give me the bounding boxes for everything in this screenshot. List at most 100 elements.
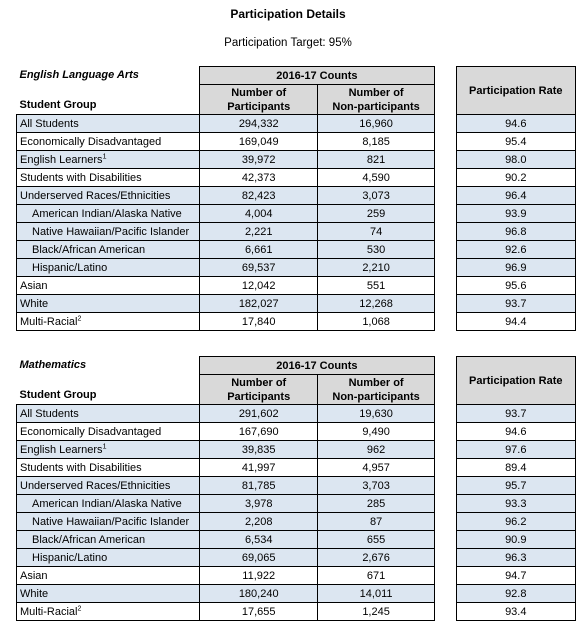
column-gap <box>434 115 456 133</box>
participants-cell: 294,332 <box>199 114 319 133</box>
table-row: Economically Disadvantaged 167,690 9,490 94… <box>15 422 576 441</box>
footnote-marker: 1 <box>102 442 107 450</box>
participation-rate-cell: 92.8 <box>455 584 576 603</box>
column-gap <box>434 277 456 295</box>
participation-rate-cell: 90.2 <box>455 168 576 187</box>
participation-rate-cell: 97.6 <box>455 440 576 459</box>
student-group-cell: Black/African American <box>15 240 201 259</box>
table-row: Multi-Racial2 17,840 1,068 94.4 <box>15 312 576 331</box>
participation-rate-cell: 95.6 <box>455 276 576 295</box>
student-group-name: Black/African American <box>32 533 146 546</box>
column-gap <box>434 375 456 405</box>
student-group-cell: Black/African American <box>15 530 201 549</box>
participation-rate-cell: 96.3 <box>455 548 576 567</box>
participants-cell: 11,922 <box>199 566 319 585</box>
table-row: Underserved Races/Ethnicities 82,423 3,073… <box>15 186 576 205</box>
participants-cell: 167,690 <box>199 422 319 441</box>
participation-rate-cell: 95.7 <box>455 476 576 495</box>
column-gap <box>434 295 456 313</box>
table-row: Multi-Racial2 17,655 1,245 93.4 <box>15 602 576 621</box>
participants-cell: 3,978 <box>199 494 319 513</box>
footnote-marker: 1 <box>102 152 107 160</box>
column-gap <box>434 495 456 513</box>
student-group-cell: English Learners1 <box>15 150 201 169</box>
participants-cell: 41,997 <box>199 458 319 477</box>
student-group-cell: Economically Disadvantaged <box>15 132 201 151</box>
column-gap <box>434 241 456 259</box>
participants-cell: 69,065 <box>199 548 319 567</box>
participants-cell: 182,027 <box>199 294 319 313</box>
participation-rate-cell: 96.2 <box>455 512 576 531</box>
student-group-name: All Students <box>20 117 79 130</box>
participants-cell: 2,221 <box>199 222 319 241</box>
student-group-cell: All Students <box>15 114 201 133</box>
table-row: Economically Disadvantaged 169,049 8,185 95… <box>15 132 576 151</box>
table-row: Black/African American 6,534 655 90.9 <box>15 530 576 549</box>
table-row: American Indian/Alaska Native 4,004 259 93.… <box>15 204 576 223</box>
participation-rate-cell: 96.9 <box>455 258 576 277</box>
participants-cell: 2,208 <box>199 512 319 531</box>
table-row: English Learners1 39,835 962 97.6 <box>15 440 576 459</box>
participants-header: Number of Participants <box>199 84 319 115</box>
column-gap <box>434 441 456 459</box>
column-gap <box>434 85 456 115</box>
table-row: Black/African American 6,661 530 92.6 <box>15 240 576 259</box>
footnote-marker: 2 <box>77 604 82 612</box>
nonparticipants-header-line: Non-participants <box>332 390 420 403</box>
student-group-cell: Underserved Races/Ethnicities <box>15 476 201 495</box>
student-group-name: American Indian/Alaska Native <box>32 207 182 220</box>
participants-cell: 82,423 <box>199 186 319 205</box>
student-group-cell: Native Hawaiian/Pacific Islander <box>15 222 201 241</box>
student-group-name: Economically Disadvantaged <box>20 135 162 148</box>
participation-rate-cell: 96.8 <box>455 222 576 241</box>
nonparticipants-cell: 12,268 <box>317 294 435 313</box>
table-row: Native Hawaiian/Pacific Islander 2,221 74 9… <box>15 222 576 241</box>
table-row: All Students 294,332 16,960 94.6 <box>15 114 576 133</box>
column-gap <box>434 357 456 375</box>
participants-cell: 42,373 <box>199 168 319 187</box>
nonparticipants-cell: 19,630 <box>317 404 435 423</box>
participants-cell: 39,972 <box>199 150 319 169</box>
student-group-name: American Indian/Alaska Native <box>32 497 182 510</box>
table-row: Underserved Races/Ethnicities 81,785 3,703… <box>15 476 576 495</box>
student-group-name: English Learners <box>20 153 103 166</box>
student-group-name: Multi-Racial <box>20 605 78 618</box>
column-gap <box>434 423 456 441</box>
participants-cell: 180,240 <box>199 584 319 603</box>
participation-target: Participation Target: 95% <box>224 37 352 49</box>
nonparticipants-cell: 4,590 <box>317 168 435 187</box>
student-group-name: Native Hawaiian/Pacific Islander <box>32 225 190 238</box>
participants-cell: 169,049 <box>199 132 319 151</box>
student-group-name: Students with Disabilities <box>20 461 142 474</box>
student-group-cell: Hispanic/Latino <box>15 258 201 277</box>
column-gap <box>434 205 456 223</box>
column-gap <box>434 513 456 531</box>
nonparticipants-header-line: Number of <box>348 86 404 99</box>
student-group-cell: Multi-Racial2 <box>15 602 201 621</box>
column-gap <box>434 603 456 621</box>
participation-rate-header: Participation Rate <box>455 356 576 405</box>
student-group-cell: American Indian/Alaska Native <box>15 204 201 223</box>
page-title: Participation Details <box>230 7 346 21</box>
participation-rate-cell: 93.4 <box>455 602 576 621</box>
participation-rate-cell: 89.4 <box>455 458 576 477</box>
student-group-name: Asian <box>20 279 48 292</box>
participation-rate-cell: 95.4 <box>455 132 576 151</box>
nonparticipants-cell: 2,676 <box>317 548 435 567</box>
student-group-cell: Asian <box>15 276 201 295</box>
nonparticipants-header-line: Non-participants <box>332 100 420 113</box>
student-group-cell: White <box>15 584 201 603</box>
nonparticipants-cell: 655 <box>317 530 435 549</box>
table-row: White 182,027 12,268 93.7 <box>15 294 576 313</box>
participation-rate-cell: 92.6 <box>455 240 576 259</box>
student-group-cell: Students with Disabilities <box>15 458 201 477</box>
participation-rate-cell: 94.7 <box>455 566 576 585</box>
participation-rate-cell: 96.4 <box>455 186 576 205</box>
nonparticipants-cell: 9,490 <box>317 422 435 441</box>
table-row: Hispanic/Latino 69,537 2,210 96.9 <box>15 258 576 277</box>
student-group-cell: Asian <box>15 566 201 585</box>
nonparticipants-cell: 962 <box>317 440 435 459</box>
student-group-header: Student Group <box>19 99 97 111</box>
nonparticipants-cell: 551 <box>317 276 435 295</box>
column-gap <box>434 151 456 169</box>
